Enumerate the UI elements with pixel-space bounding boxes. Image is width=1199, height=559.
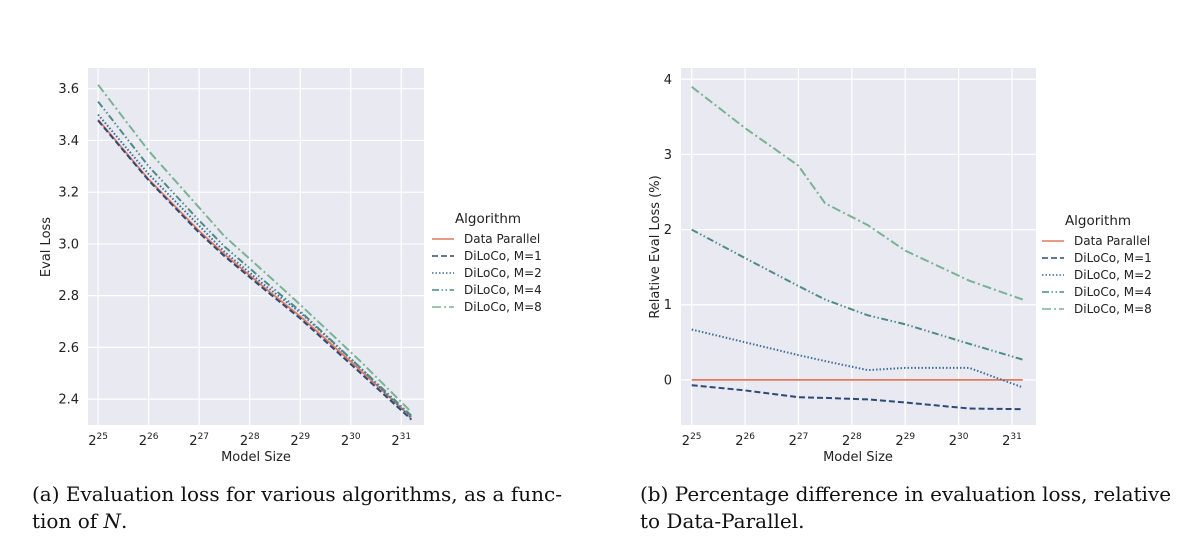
legend-label: DiLoCo, M=1 [1074, 251, 1152, 265]
y-tick-label: 3 [664, 148, 672, 163]
x-tick-exponent: 27 [198, 432, 209, 442]
y-tick-label: 2 [664, 223, 672, 238]
x-tick-label: 226 [735, 432, 755, 449]
legend-b: Algorithm Data Parallel DiLoCo, M=1 DiLoCo,… [1042, 213, 1152, 316]
x-tick-label: 231 [391, 432, 411, 449]
x-tick-label: 225 [682, 432, 702, 449]
caption-b-text: (b) Percentage difference in evaluation … [640, 482, 1172, 533]
series-line [97, 119, 413, 421]
x-tick-labels-a: 225 226 227 228 229 230 231 [88, 432, 411, 449]
x-tick-label: 229 [290, 432, 310, 449]
plot-area-a [88, 68, 424, 425]
x-tick-exponent: 28 [850, 432, 862, 442]
series-line [691, 384, 1023, 411]
x-axis-label-b: Model Size [823, 450, 893, 465]
legend-label: DiLoCo, M=8 [1074, 302, 1152, 316]
y-tick-label: 3.4 [58, 134, 79, 149]
x-axis-label-a: Model Size [221, 450, 291, 465]
series-line [691, 228, 1023, 361]
series-line [97, 84, 413, 413]
y-tick-labels-a: 2.4 2.6 2.8 3.0 3.2 3.4 3.6 [58, 82, 79, 407]
series-line [691, 86, 1024, 301]
x-tick-exponent: 31 [1010, 432, 1021, 442]
x-tick-exponent: 30 [957, 432, 969, 442]
legend-title: Algorithm [1065, 213, 1131, 229]
x-tick-label: 230 [949, 432, 969, 449]
chart-panel-b: 225 226 227 228 229 230 231 0 1 2 3 4 Model Size R… [648, 68, 1152, 465]
y-tick-label: 0 [664, 373, 672, 388]
figure: 225 226 227 228 229 230 231 2.42.62.83.03.23.4… [39, 68, 1152, 465]
x-tick-exponent: 27 [797, 432, 808, 442]
x-tick-label: 229 [895, 432, 915, 449]
caption-a-end: . [121, 509, 128, 533]
x-tick-exponent: 29 [299, 432, 311, 442]
y-tick-labels-b: 0 1 2 3 4 [664, 73, 672, 389]
legend-title: Algorithm [455, 211, 521, 227]
y-tick-label: 4 [664, 73, 672, 88]
legend-label: DiLoCo, M=4 [464, 283, 542, 297]
series-line [691, 328, 1024, 389]
chart-panel-a: 225 226 227 228 229 230 231 2.4 2.6 2.8 3.0 3.2 3.4… [39, 68, 542, 465]
legend-label: Data Parallel [464, 232, 540, 246]
legend-label: Data Parallel [1074, 234, 1150, 248]
series-line [97, 119, 413, 418]
x-tick-label: 227 [789, 432, 809, 449]
gridlines-a [88, 68, 424, 425]
x-tick-labels-b: 225 226 227 228 229 230 231 [682, 432, 1022, 449]
caption-a-text: (a) Evaluation loss for various algorith… [32, 482, 562, 533]
x-tick-exponent: 26 [147, 432, 159, 442]
caption-a-variable: N [103, 509, 122, 533]
y-tick-label: 3.2 [58, 186, 79, 201]
x-tick-exponent: 30 [349, 432, 361, 442]
x-tick-exponent: 31 [400, 432, 411, 442]
legend-a: Algorithm Data Parallel DiLoCo, M=1 DiLoCo,… [432, 211, 542, 314]
series-lines-b [691, 86, 1024, 411]
y-tick-label: 2.6 [58, 341, 79, 356]
y-axis-label-b: Relative Eval Loss (%) [648, 175, 663, 318]
x-tick-label: 228 [240, 432, 260, 449]
caption-b: (b) Percentage difference in evaluation … [640, 481, 1185, 535]
x-tick-label: 228 [842, 432, 862, 449]
y-tick-label: 3.6 [58, 82, 79, 97]
x-tick-label: 227 [189, 432, 209, 449]
x-tick-exponent: 25 [97, 432, 108, 442]
legend-label: DiLoCo, M=1 [464, 249, 542, 263]
series-line [97, 100, 413, 417]
x-tick-exponent: 25 [690, 432, 701, 442]
legend-label: DiLoCo, M=2 [1074, 268, 1152, 282]
legend-label: DiLoCo, M=2 [464, 266, 542, 280]
y-tick-label: 2.8 [58, 289, 79, 304]
series-lines-a [97, 84, 413, 421]
x-tick-label: 225 [88, 432, 108, 449]
x-tick-label: 230 [341, 432, 361, 449]
plot-area-b [681, 68, 1036, 425]
x-tick-exponent: 28 [248, 432, 260, 442]
y-axis-label-a: Eval Loss [39, 217, 54, 277]
x-tick-label: 231 [1002, 432, 1022, 449]
y-tick-label: 3.0 [58, 237, 79, 252]
y-tick-label: 1 [664, 298, 672, 313]
x-tick-label: 226 [139, 432, 159, 449]
caption-a: (a) Evaluation loss for various algorith… [32, 481, 572, 535]
y-tick-label: 2.4 [58, 393, 79, 408]
legend-label: DiLoCo, M=4 [1074, 285, 1152, 299]
x-tick-exponent: 26 [743, 432, 755, 442]
legend-label: DiLoCo, M=8 [464, 300, 542, 314]
x-tick-exponent: 29 [904, 432, 916, 442]
